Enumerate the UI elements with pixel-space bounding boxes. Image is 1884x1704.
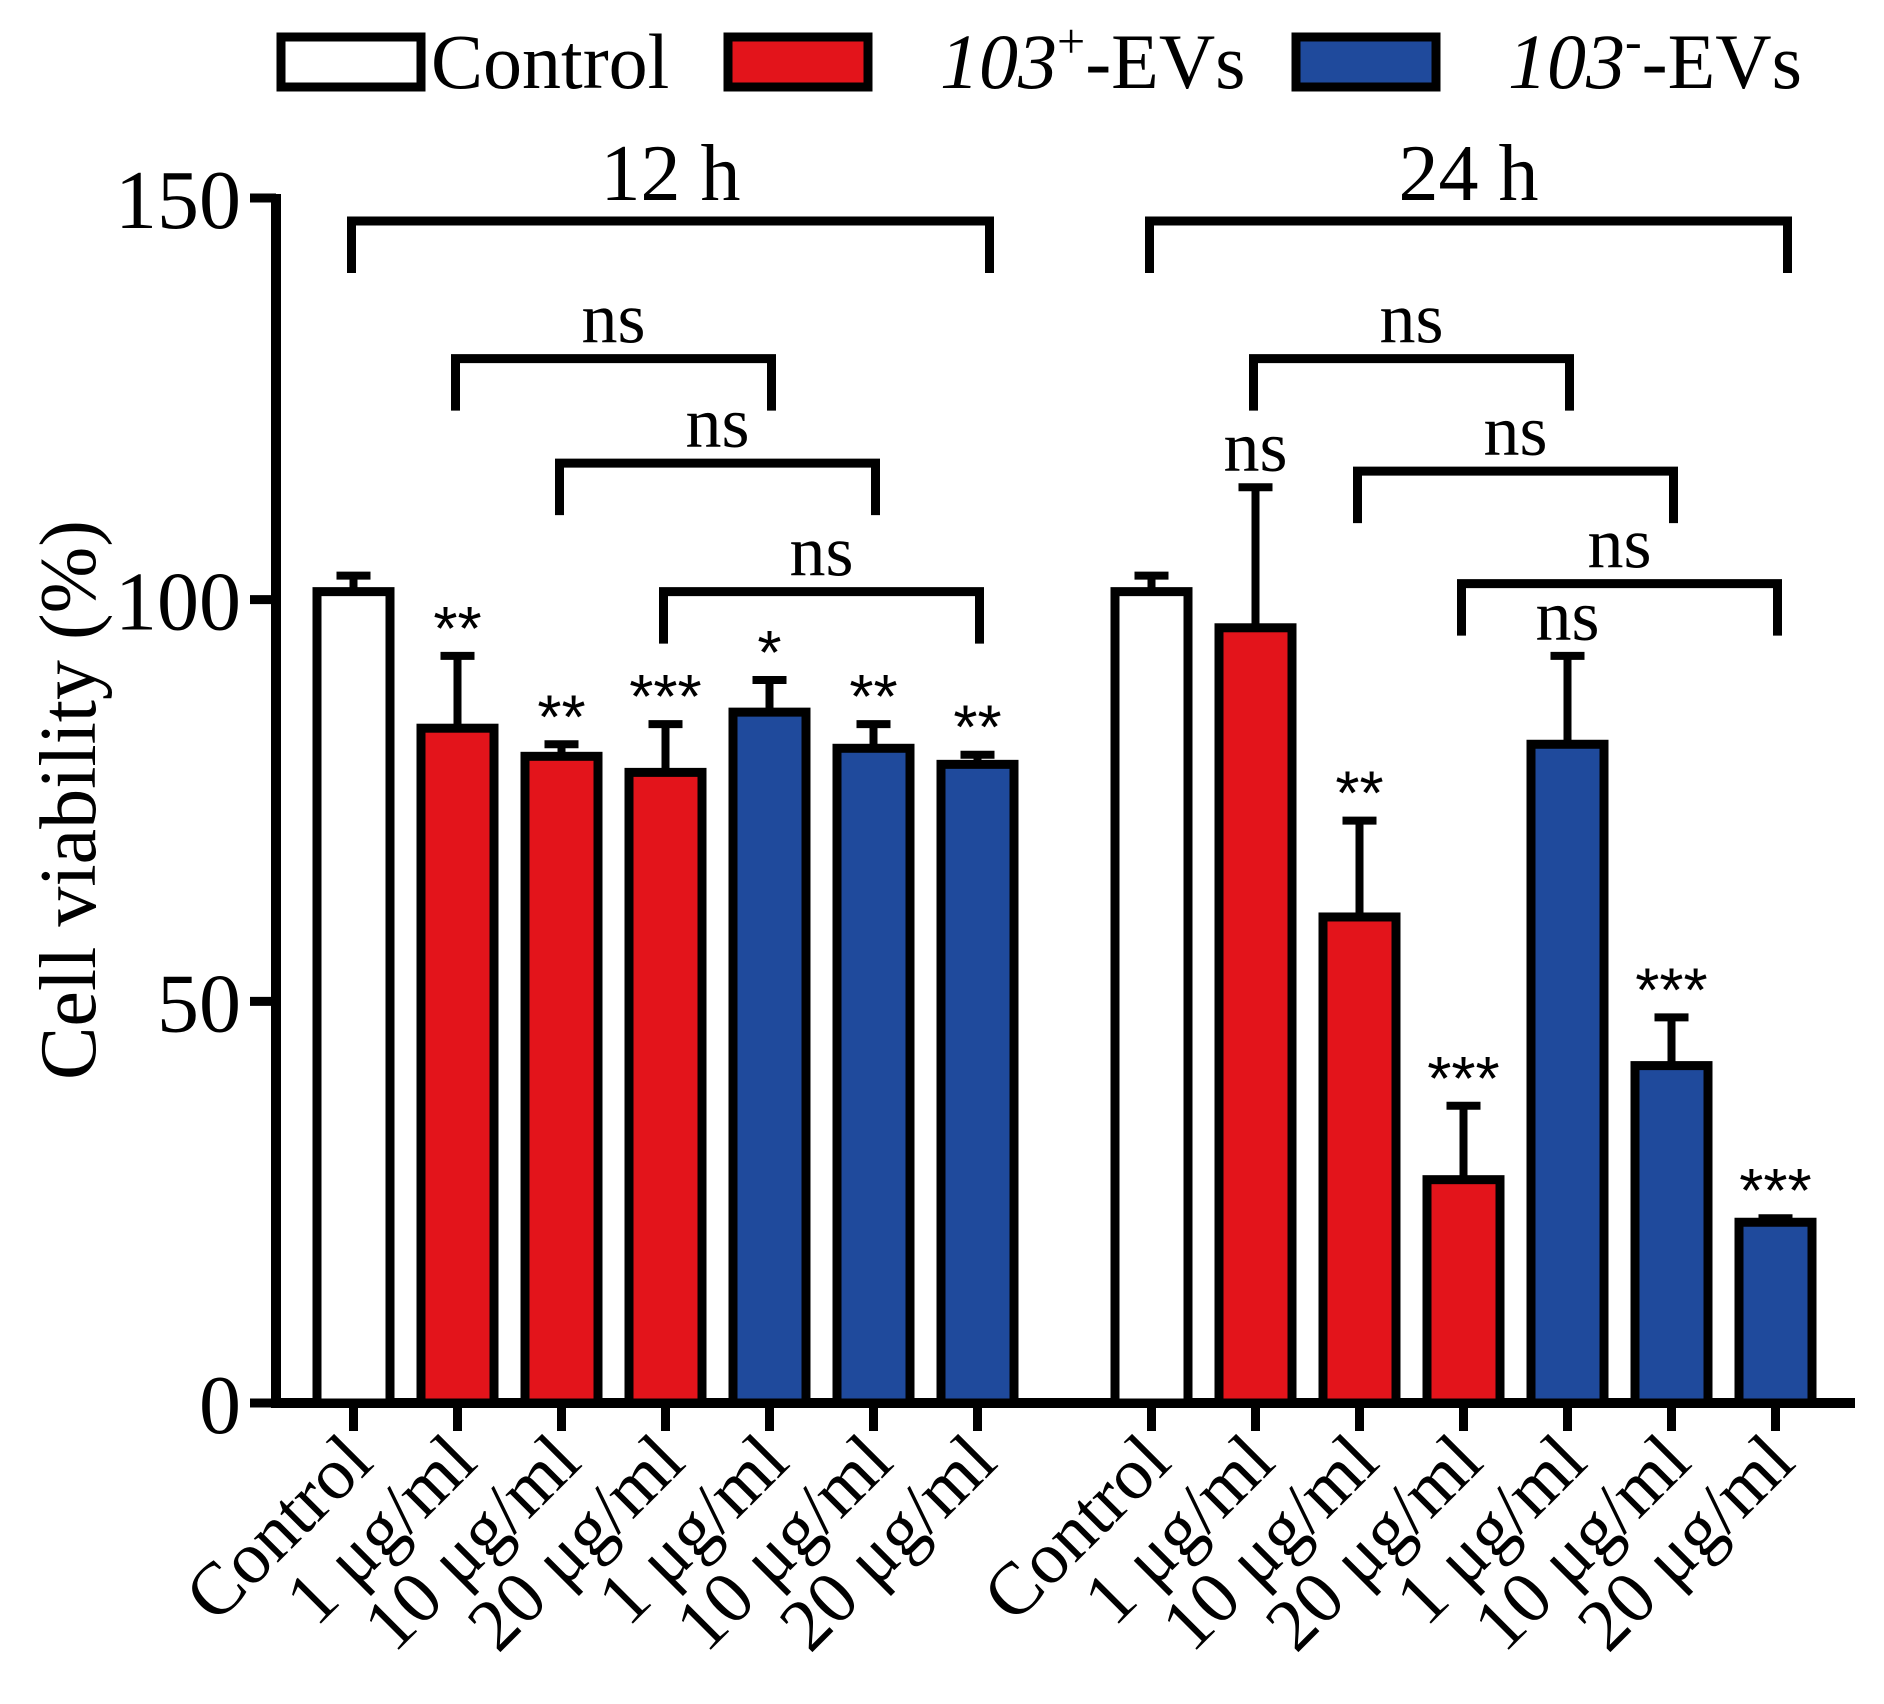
comparison-bracket-1-1 [1353,466,1678,524]
legend-label-pos: 103+-EVs [940,13,1246,105]
significance-0-3: *** [629,663,701,732]
significance-0-6: ** [953,694,1001,763]
significance-1-1: ns [1223,407,1287,487]
comparison-label-1-1: ns [1483,391,1547,471]
legend-label-neg: 103--EVs [1508,13,1802,105]
group-bracket-1 [1145,216,1792,273]
group-bracket-0 [347,216,994,273]
bar-1-5 [1630,1061,1713,1408]
significance-0-1: ** [433,595,481,664]
legend-swatch-pos [723,32,873,92]
comparison-label-0-1: ns [685,383,749,463]
annotations: **** ****** **12 hnsnsnsns*****ns******24 … [347,130,1812,1226]
bar-0-3 [624,767,707,1408]
legend-swatch-neg [1291,32,1441,92]
significance-1-6: *** [1739,1157,1811,1226]
bar-0-2 [520,751,603,1408]
significance-1-4: ns [1535,576,1599,656]
comparison-label-1-2: ns [1587,504,1651,584]
y-tick-label-150: 150 [115,154,241,247]
y-axis: 0 50 100 150 Cell viability (%) [25,154,1855,1452]
comparison-label-1-0: ns [1379,279,1443,359]
bar-1-4 [1526,739,1609,1408]
comparison-label-0-2: ns [789,512,853,592]
significance-1-5: *** [1635,956,1707,1025]
bar-1-1 [1214,623,1297,1408]
significance-0-2: ** [537,683,585,752]
y-axis-title: Cell viability (%) [25,520,113,1080]
bar-0-4 [728,707,811,1408]
legend-label-control: Control [431,18,669,105]
y-tick-label-50: 50 [157,957,241,1050]
bar-1-0 [1110,587,1193,1408]
group-label-1: 24 h [1399,130,1539,218]
bar-1-6 [1734,1217,1817,1408]
significance-1-3: *** [1427,1045,1499,1114]
y-tick-label-0: 0 [199,1359,241,1452]
legend: Control 103+-EVs 103--EVs [276,13,1802,105]
bar-0-5 [832,743,915,1408]
y-tick-label-100: 100 [115,556,241,649]
comparison-bracket-0-0 [451,354,776,411]
bar-0-1 [416,723,499,1408]
significance-1-2: ** [1335,760,1383,829]
significance-0-4: * [757,619,781,688]
comparison-bracket-1-2 [1457,579,1782,636]
bar-1-3 [1422,1175,1505,1408]
comparison-bracket-0-2 [659,587,984,644]
significance-0-5: ** [849,663,897,732]
comparison-bracket-1-0 [1249,354,1574,411]
bar-0-0 [312,587,395,1408]
bar-0-6 [936,759,1019,1408]
group-label-0: 12 h [601,130,741,218]
legend-swatch-control [276,32,426,92]
bar-1-2 [1318,912,1401,1408]
comparison-label-0-0: ns [581,279,645,359]
bars [312,483,1817,1408]
comparison-bracket-0-1 [555,458,880,516]
